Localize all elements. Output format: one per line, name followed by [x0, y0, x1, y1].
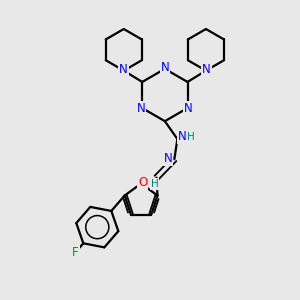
- Text: N: N: [119, 63, 128, 76]
- Text: F: F: [72, 246, 79, 259]
- Text: N: N: [202, 63, 211, 76]
- Text: N: N: [160, 61, 169, 74]
- Text: H: H: [187, 132, 194, 142]
- Text: N: N: [184, 102, 193, 115]
- Text: H: H: [151, 179, 159, 189]
- Text: N: N: [178, 130, 187, 143]
- Text: N: N: [164, 152, 172, 165]
- Text: O: O: [138, 176, 147, 190]
- Text: N: N: [136, 102, 146, 115]
